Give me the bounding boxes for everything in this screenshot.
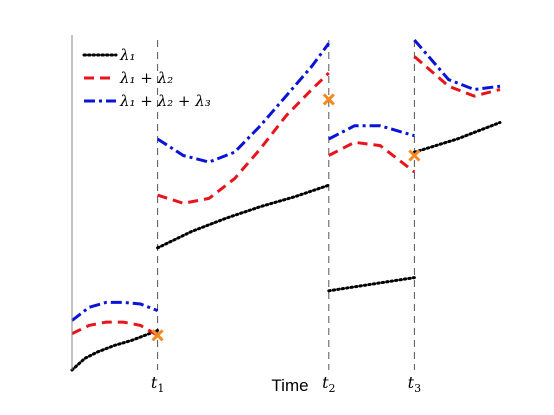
markers-layer [151,93,421,342]
vertical-lines [157,40,415,370]
x-tick-label-3: t3 [408,373,421,395]
marker-1 [151,329,164,342]
series-1-segment-1 [70,328,160,372]
series-1-segment-4 [412,121,502,154]
series-3-segment-3 [328,124,415,141]
legend: λ₁ λ₁ + λ₂ λ₁ + λ₂ + λ₃ [82,46,211,110]
marker-3 [408,149,421,162]
x-axis-label: Time [271,376,308,395]
legend-label-3: λ₁ + λ₂ + λ₃ [119,92,211,110]
series-2-segment-3 [328,140,416,174]
legend-label-2: λ₁ + λ₂ [119,69,173,87]
series-1-segment-2 [156,183,331,250]
x-tick-label-2: t2 [322,373,335,395]
series-3-segment-1 [71,300,159,322]
series-2-segment-2 [157,71,330,205]
marker-stroke [151,329,164,342]
series-1-segment-3 [327,276,416,293]
x-ticks: t1 t2 t3 [151,373,421,395]
marker-stroke [408,149,421,162]
marker-2 [322,93,335,106]
series-3-segment-2 [156,42,331,164]
legend-label-1: λ₁ [119,46,136,64]
series-2-segment-4 [413,55,501,98]
series-3-segment-4 [413,39,501,92]
marker-stroke [322,93,335,106]
x-tick-label-1: t1 [151,373,164,395]
series-layer [70,39,502,372]
series-2-segment-1 [71,320,159,337]
